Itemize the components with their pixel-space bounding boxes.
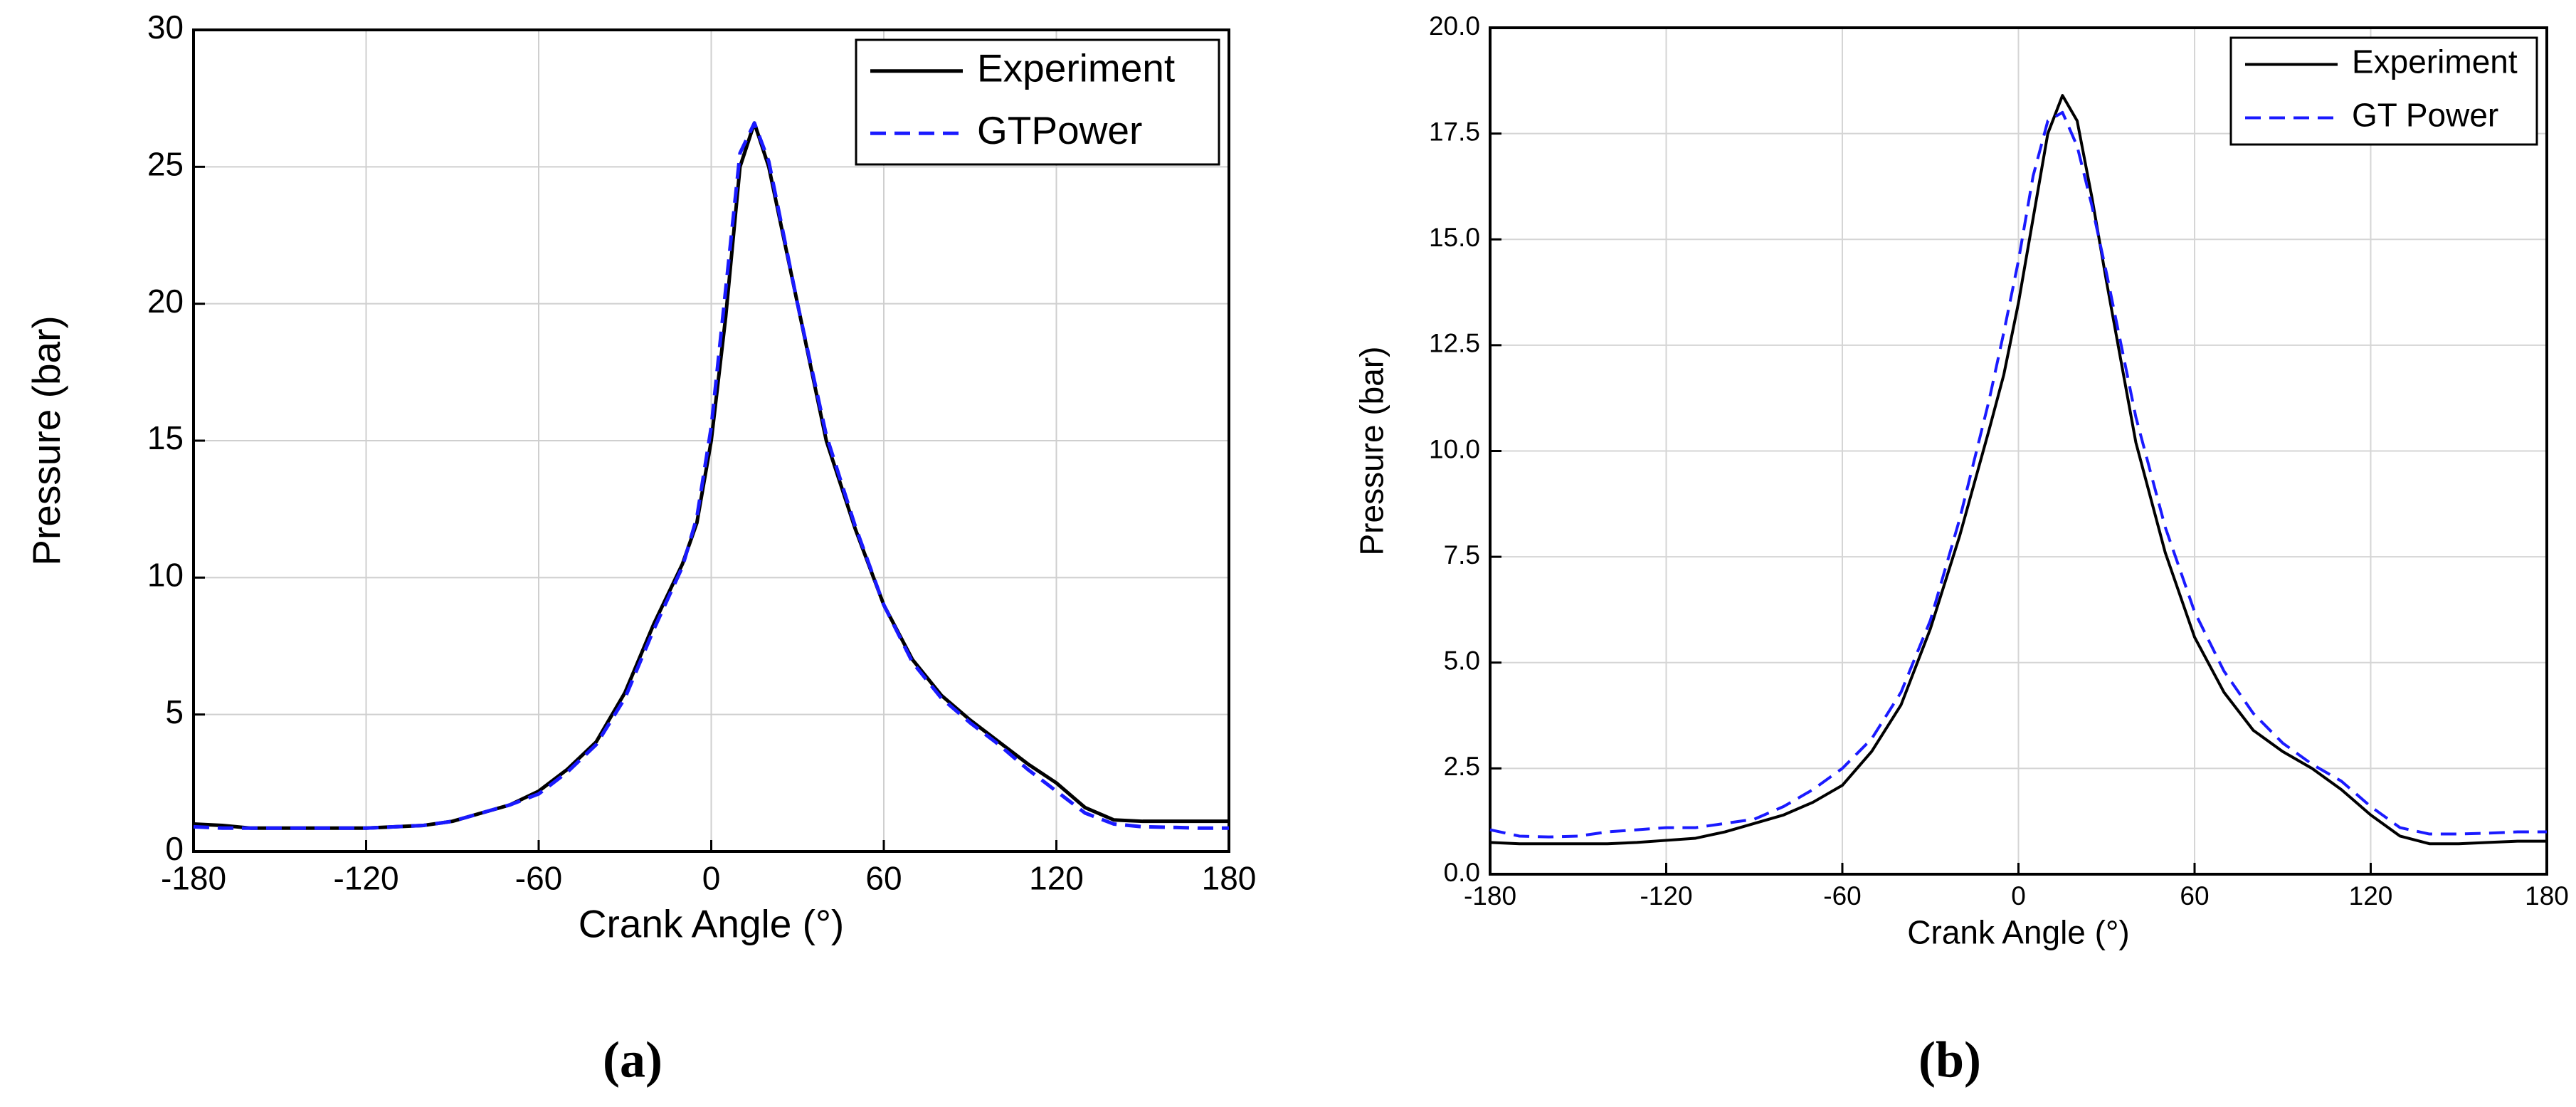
y-tick-label: 10.0 [1429,434,1480,463]
x-axis-title: Crank Angle (°) [1907,913,2129,950]
legend-label: GTPower [977,108,1142,152]
y-tick-label: 20.0 [1429,11,1480,41]
y-tick-label: 12.5 [1429,329,1480,358]
y-tick-label: 30 [147,9,184,46]
y-tick-label: 5 [165,693,184,730]
chart: 0 5 10 15 20 25 30 -180 -120 -60 0 60 120 180 Experime… [24,9,1256,1088]
series-line [193,121,1229,830]
x-tick-label: -60 [1823,881,1861,911]
legend-label: Experiment [2352,43,2518,80]
x-tick-label: 0 [2011,881,2026,911]
plot-frame [1489,26,2548,876]
series-line [1489,94,2547,846]
y-axis-title: Pressure (bar) [1353,347,1390,556]
series-line [1489,110,2547,839]
caption: (b) [1918,1032,1981,1088]
legend-label: Experiment [977,46,1175,90]
plot-frame [192,28,1230,853]
legend-label: GT Power [2352,97,2498,134]
y-tick-label: 5.0 [1444,646,1480,676]
chart: 0.0 2.5 5.0 7.5 10.0 12.5 15.0 17.5 20.0 -180 -120… [1353,11,2569,1088]
y-tick-label: 7.5 [1444,540,1480,570]
x-tick-label: 120 [1029,860,1084,897]
series-line [193,121,1229,830]
caption: (a) [603,1032,663,1088]
x-tick-label: -60 [515,860,562,897]
y-tick-label: 10 [147,556,184,593]
x-tick-label: -180 [1464,881,1516,911]
x-tick-label: -180 [161,860,226,897]
y-axis-title: Pressure (bar) [24,315,68,565]
x-tick-label: -120 [1640,881,1692,911]
x-tick-label: 180 [2525,881,2569,911]
x-tick-label: 180 [1202,860,1257,897]
y-tick-label: 20 [147,283,184,320]
x-tick-label: 60 [865,860,902,897]
y-tick-label: 17.5 [1429,117,1480,146]
x-tick-label: 0 [702,860,721,897]
y-tick-label: 15 [147,419,184,456]
x-tick-label: -120 [333,860,398,897]
x-tick-label: 60 [2180,881,2209,911]
x-tick-label: 120 [2349,881,2393,911]
y-tick-label: 0.0 [1444,858,1480,887]
y-tick-label: 2.5 [1444,752,1480,781]
legend-box [855,38,1220,166]
legend-box [2229,36,2538,146]
y-tick-label: 0 [165,830,184,867]
x-axis-title: Crank Angle (°) [579,901,845,945]
y-tick-label: 15.0 [1429,223,1480,252]
y-tick-label: 25 [147,145,184,182]
